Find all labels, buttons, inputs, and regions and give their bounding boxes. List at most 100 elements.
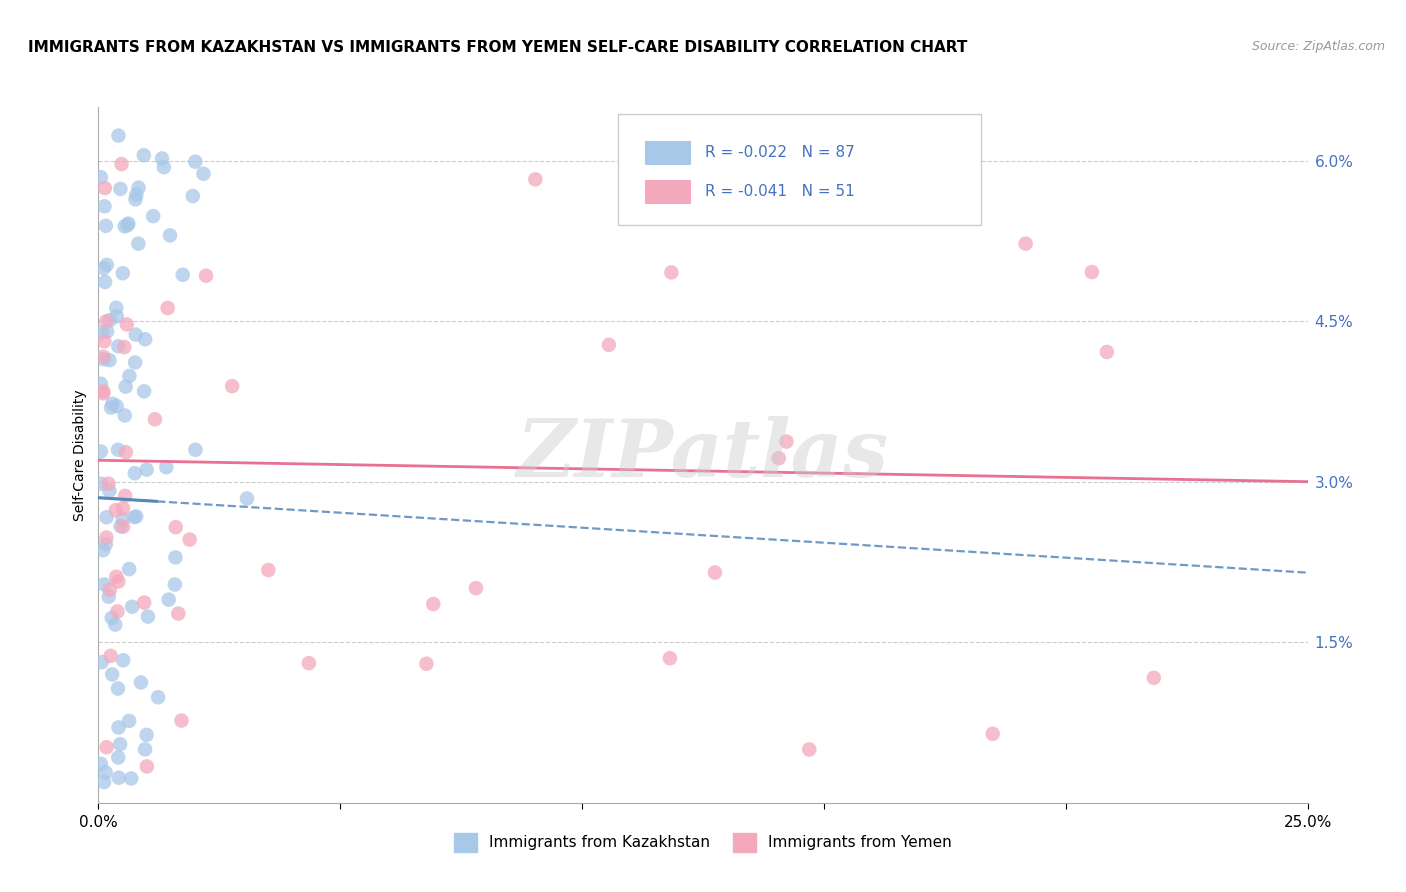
- Point: [94, 537, 117, 551]
- Point: [93, 352, 115, 367]
- Point: [111, 501, 134, 516]
- Point: [156, 301, 179, 315]
- Point: [134, 596, 156, 610]
- Point: [915, 184, 938, 198]
- Point: [118, 562, 141, 576]
- Point: [110, 182, 132, 196]
- Point: [96, 258, 118, 272]
- Point: [94, 219, 117, 233]
- Point: [193, 167, 215, 181]
- Point: [221, 379, 243, 393]
- Point: [415, 657, 437, 671]
- Point: [96, 740, 118, 755]
- Bar: [645, 141, 690, 165]
- Point: [132, 384, 155, 399]
- Point: [91, 386, 114, 401]
- Point: [134, 332, 156, 346]
- Point: [658, 651, 681, 665]
- Point: [524, 172, 547, 186]
- Point: [110, 157, 132, 171]
- Point: [150, 152, 173, 166]
- Point: [98, 313, 121, 327]
- Point: [157, 592, 180, 607]
- Point: [124, 467, 146, 481]
- Point: [100, 648, 122, 663]
- Point: [775, 434, 797, 449]
- Point: [93, 775, 115, 789]
- Point: [90, 170, 112, 185]
- Point: [105, 301, 128, 315]
- Point: [799, 742, 821, 756]
- Point: [98, 582, 121, 597]
- Point: [1081, 265, 1104, 279]
- Point: [114, 409, 136, 423]
- Point: [153, 160, 176, 174]
- Point: [165, 520, 187, 534]
- Point: [114, 379, 136, 393]
- Point: [1014, 236, 1036, 251]
- Point: [298, 656, 321, 670]
- Point: [184, 442, 207, 457]
- Point: [114, 489, 136, 503]
- Point: [93, 577, 115, 591]
- Point: [181, 189, 204, 203]
- Point: [107, 339, 129, 353]
- Point: [125, 187, 148, 202]
- Point: [143, 412, 166, 426]
- Point: [115, 445, 138, 459]
- Point: [135, 759, 157, 773]
- Text: R = -0.041   N = 51: R = -0.041 N = 51: [706, 184, 855, 199]
- Text: R = -0.022   N = 87: R = -0.022 N = 87: [706, 145, 855, 160]
- Point: [129, 675, 152, 690]
- Point: [104, 503, 127, 517]
- Point: [124, 355, 146, 369]
- Point: [167, 607, 190, 621]
- Point: [768, 451, 790, 466]
- Point: [100, 611, 122, 625]
- Point: [125, 509, 148, 524]
- Point: [90, 376, 112, 391]
- Point: [111, 266, 134, 280]
- Point: [120, 772, 142, 786]
- Point: [96, 324, 118, 338]
- Point: [90, 756, 112, 771]
- Point: [112, 340, 135, 354]
- Point: [703, 566, 725, 580]
- Point: [100, 401, 122, 415]
- Point: [112, 520, 135, 534]
- Point: [117, 217, 139, 231]
- Point: [464, 581, 486, 595]
- Point: [91, 384, 114, 399]
- Point: [128, 180, 150, 194]
- Point: [110, 519, 132, 533]
- Point: [105, 310, 128, 324]
- Point: [598, 338, 620, 352]
- Point: [108, 737, 131, 751]
- Point: [124, 193, 146, 207]
- Bar: [645, 180, 690, 203]
- Point: [101, 667, 124, 681]
- Point: [90, 476, 112, 491]
- Point: [155, 460, 177, 475]
- Point: [107, 574, 129, 589]
- Text: ZIPatlas: ZIPatlas: [517, 417, 889, 493]
- Point: [107, 604, 129, 618]
- Point: [172, 268, 194, 282]
- Point: [93, 261, 115, 276]
- Point: [105, 399, 128, 413]
- Point: [132, 148, 155, 162]
- Point: [257, 563, 280, 577]
- Point: [91, 350, 114, 364]
- Point: [184, 154, 207, 169]
- Point: [236, 491, 259, 506]
- Point: [170, 714, 193, 728]
- Point: [93, 334, 115, 349]
- Point: [98, 483, 121, 498]
- Point: [104, 617, 127, 632]
- Point: [111, 512, 134, 526]
- Point: [127, 236, 149, 251]
- Point: [195, 268, 218, 283]
- Point: [1095, 345, 1118, 359]
- Point: [142, 209, 165, 223]
- Point: [101, 397, 124, 411]
